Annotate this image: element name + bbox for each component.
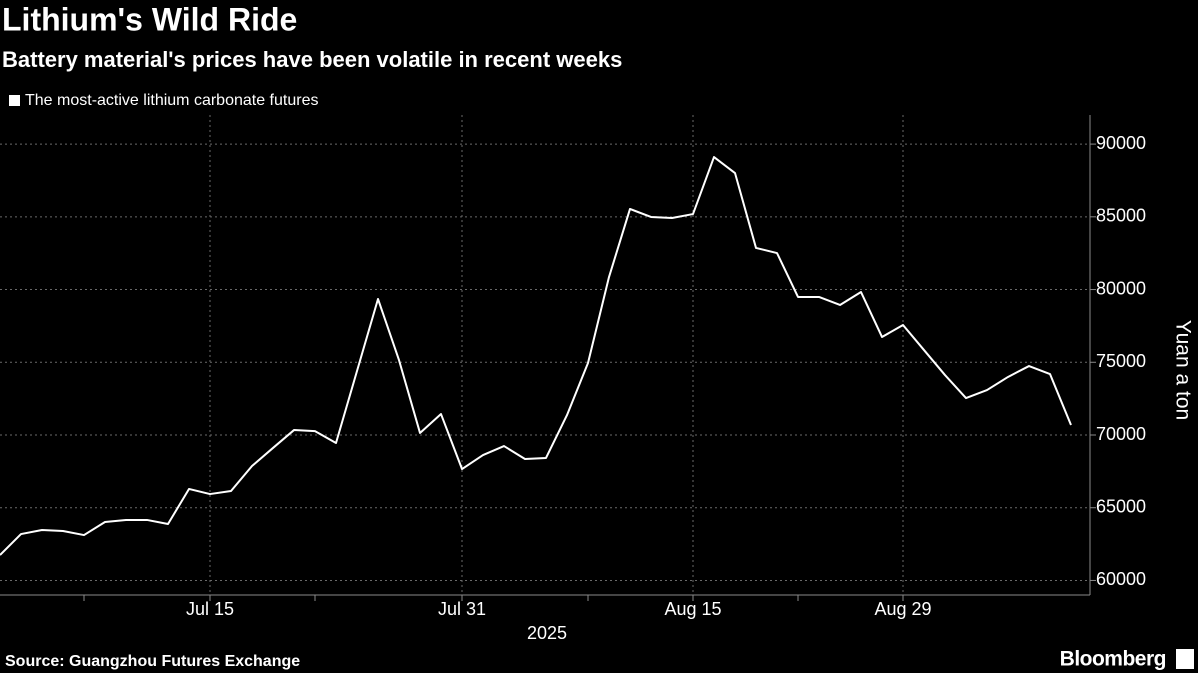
x-axis-label: 2025: [527, 623, 567, 643]
legend-label: The most-active lithium carbonate future…: [25, 92, 318, 109]
x-tick-label: Aug 15: [664, 599, 721, 619]
y-tick-label: 80000: [1096, 278, 1146, 298]
x-tick-label: Aug 29: [874, 599, 931, 619]
y-axis-label: Yuan a ton: [1171, 320, 1194, 420]
brand: Bloomberg: [1060, 648, 1166, 671]
y-tick-label: 90000: [1096, 133, 1146, 153]
y-tick-label: 75000: [1096, 351, 1146, 371]
brand-icon: [1176, 649, 1194, 669]
y-tick-label: 85000: [1096, 206, 1146, 226]
y-tick-label: 65000: [1096, 496, 1146, 516]
y-tick-label: 60000: [1096, 569, 1146, 589]
legend-swatch: [9, 95, 20, 106]
series-line: [0, 156, 1072, 556]
chart-subtitle: Battery material's prices have been vola…: [2, 47, 622, 72]
x-tick-label: Jul 31: [438, 599, 486, 619]
source: Source: Guangzhou Futures Exchange: [5, 653, 300, 670]
chart-title: Lithium's Wild Ride: [2, 1, 297, 37]
y-tick-label: 70000: [1096, 424, 1146, 444]
x-tick-label: Jul 15: [186, 599, 234, 619]
